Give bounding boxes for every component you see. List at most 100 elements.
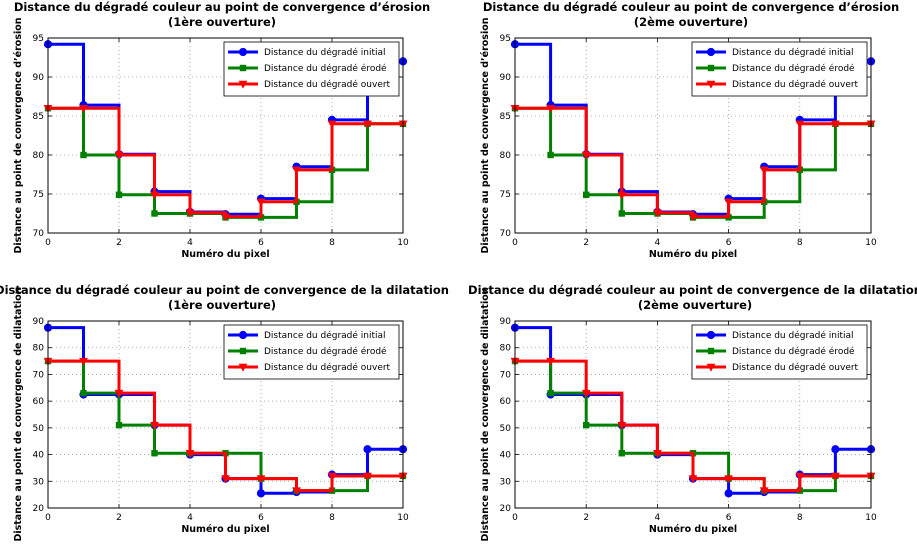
data-point-s2-2 [583, 191, 590, 198]
y-tick-label: 85 [500, 112, 511, 122]
legend-swatch-marker [707, 64, 715, 72]
data-point-s3-7 [759, 166, 769, 175]
plot-frame [514, 37, 872, 234]
y-tick-label: 95 [33, 34, 44, 44]
y-tick-label: 90 [33, 317, 45, 327]
data-point-s3-4 [653, 450, 662, 458]
legend-label: Distance du dégradé initial [264, 47, 386, 58]
x-tick-label: 8 [329, 513, 335, 523]
y-tick-label: 30 [33, 477, 45, 487]
legend-label: Distance du dégradé érodé [732, 346, 855, 357]
y-tick-label: 85 [33, 112, 44, 122]
data-point-s2-1 [547, 151, 554, 159]
chart-subtitle: (2ème ouverture) [638, 298, 752, 312]
data-point-s3-6 [256, 198, 266, 207]
legend-swatch-marker [238, 363, 248, 372]
x-tick-label: 0 [512, 238, 518, 248]
x-tick-label: 0 [45, 513, 51, 523]
legend: Distance du dégradé initial Distance du d… [223, 41, 400, 97]
y-tick-label: 70 [33, 229, 45, 239]
legend-label: Distance du dégradé initial [264, 330, 386, 341]
chart-subtitle: (2ème ouverture) [634, 15, 748, 29]
x-tick-label: 10 [865, 513, 877, 523]
data-point-s3-2 [581, 151, 591, 160]
legend-label: Distance du dégradé ouvert [264, 79, 391, 90]
data-point-s1-9 [831, 445, 840, 454]
x-axis-label: Numéro du pixel [181, 524, 269, 535]
data-point-s2-3 [618, 450, 625, 457]
y-tick-label: 30 [500, 477, 512, 487]
data-point-s3-4 [653, 209, 662, 218]
y-tick-label: 80 [500, 151, 512, 161]
data-point-s3-3 [150, 191, 159, 200]
plot-frame [47, 320, 404, 509]
axes-ticks: 0 2 4 6 8 10 70 75 80 85 90 95 [33, 34, 409, 248]
y-tick-label: 40 [33, 451, 45, 461]
y-tick-label: 20 [33, 504, 45, 514]
legend-label: Distance du dégradé initial [732, 47, 854, 58]
legend-label: Distance du dégradé ouvert [264, 362, 391, 373]
series-group [510, 323, 876, 498]
y-tick-label: 80 [33, 344, 45, 354]
legend-swatch-marker [706, 363, 716, 372]
chart-subtitle: (1ère ouverture) [168, 15, 276, 29]
axes-ticks: 0 2 4 6 8 10 70 75 80 85 90 95 [500, 34, 877, 248]
x-axis-label: Numéro du pixel [181, 249, 269, 260]
data-point-s3-6 [724, 198, 733, 207]
data-point-s3-7 [759, 487, 769, 496]
x-tick-label: 8 [797, 513, 803, 523]
x-tick-label: 4 [655, 513, 661, 523]
data-point-s2-3 [151, 210, 158, 217]
x-tick-label: 10 [865, 238, 877, 248]
data-point-s3-2 [581, 389, 591, 398]
x-tick-label: 6 [726, 238, 732, 248]
legend: Distance du dégradé initial Distance du d… [691, 41, 868, 97]
y-tick-label: 70 [500, 370, 512, 380]
y-tick-label: 70 [33, 370, 45, 380]
data-point-s3-1 [79, 357, 88, 366]
x-tick-label: 2 [116, 513, 122, 523]
legend-label: Distance du dégradé initial [732, 330, 854, 341]
data-point-s3-9 [363, 120, 372, 129]
y-tick-label: 75 [500, 190, 511, 200]
data-point-s2-3 [151, 450, 158, 457]
series-line-3 [515, 106, 871, 219]
data-point-s3-1 [546, 105, 555, 113]
y-tick-label: 80 [500, 344, 512, 354]
y-tick-label: 60 [33, 397, 45, 407]
series-line-3 [48, 106, 403, 219]
data-point-s3-1 [546, 357, 555, 366]
data-point-s1-9 [363, 445, 372, 454]
legend-label: Distance du dégradé ouvert [732, 79, 859, 90]
data-point-s3-6 [724, 475, 733, 484]
data-point-s3-3 [617, 191, 627, 200]
data-point-s3-9 [831, 120, 840, 129]
legend-swatch-marker [707, 347, 715, 355]
x-tick-label: 6 [726, 513, 732, 523]
data-point-s3-5 [688, 213, 698, 222]
data-point-s3-2 [114, 389, 124, 398]
data-point-s2-3 [618, 210, 625, 217]
data-point-s2-2 [583, 421, 590, 429]
legend-swatch-marker [239, 64, 247, 72]
data-point-s3-7 [292, 487, 301, 496]
data-point-s3-1 [79, 105, 88, 113]
series-line-3 [48, 359, 403, 493]
legend-swatch-marker [238, 330, 248, 340]
legend-swatch-marker [239, 347, 247, 355]
data-point-s1-6 [724, 489, 733, 498]
chart-title: Distance du dégradé couleur au point de … [0, 283, 449, 297]
x-tick-label: 6 [258, 238, 264, 248]
y-axis-label: Distance au point de convergence d’érosi… [480, 17, 491, 253]
y-tick-label: 90 [500, 317, 512, 327]
data-point-s3-5 [221, 213, 230, 222]
y-tick-label: 90 [33, 73, 45, 83]
y-axis-label: Distance au point de convergence de dila… [480, 287, 491, 541]
legend-swatch-marker [706, 80, 716, 89]
x-tick-label: 10 [397, 238, 409, 248]
data-point-s3-9 [831, 472, 840, 481]
x-tick-label: 8 [797, 238, 803, 248]
series-line-3 [515, 359, 871, 493]
y-axis-label: Distance au point de convergence de dila… [13, 287, 24, 541]
